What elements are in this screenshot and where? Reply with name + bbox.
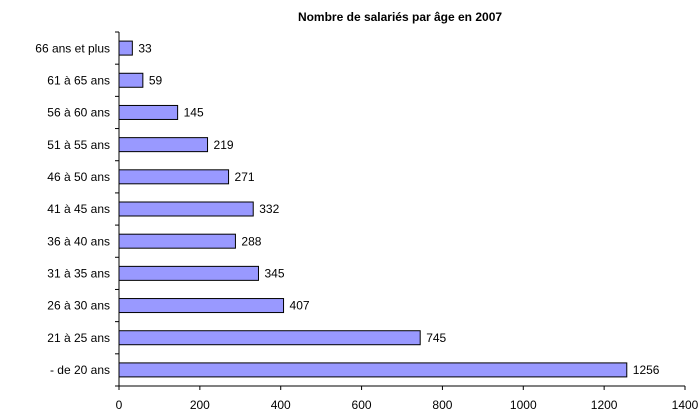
bar <box>118 40 133 56</box>
bar <box>118 72 144 88</box>
value-label: 59 <box>149 73 163 87</box>
bar <box>118 330 421 346</box>
y-tick-label: 36 à 40 ans <box>47 234 110 248</box>
value-label: 332 <box>259 202 279 216</box>
x-tick-label: 600 <box>352 398 372 412</box>
bar <box>118 265 259 281</box>
bar <box>118 104 179 120</box>
y-tick-label: 51 à 55 ans <box>47 138 110 152</box>
value-label: 407 <box>290 299 310 313</box>
bar <box>118 233 236 249</box>
x-tick-label: 1000 <box>510 398 537 412</box>
bar <box>118 298 285 314</box>
y-tick-label: 31 à 35 ans <box>47 267 110 281</box>
y-tick-label: 41 à 45 ans <box>47 202 110 216</box>
value-label: 1256 <box>633 363 660 377</box>
value-label: 33 <box>138 41 152 55</box>
value-label: 219 <box>214 138 234 152</box>
x-tick-label: 400 <box>271 398 291 412</box>
y-tick-label: 56 à 60 ans <box>47 106 110 120</box>
bar <box>118 169 230 185</box>
y-tick-label: 46 à 50 ans <box>47 170 110 184</box>
y-tick-label: 61 à 65 ans <box>47 73 110 87</box>
bar <box>118 362 628 378</box>
value-label: 145 <box>184 106 204 120</box>
value-label: 745 <box>426 331 446 345</box>
value-label: 288 <box>241 234 261 248</box>
value-label: 345 <box>264 267 284 281</box>
x-tick-label: 0 <box>116 398 123 412</box>
x-tick-label: 1400 <box>672 398 699 412</box>
y-tick-label: 66 ans et plus <box>35 41 110 55</box>
y-tick-label: - de 20 ans <box>50 363 110 377</box>
chart-title: Nombre de salariés par âge en 2007 <box>298 10 502 24</box>
x-tick-label: 800 <box>432 398 452 412</box>
bar <box>118 201 254 217</box>
bar <box>118 137 209 153</box>
x-tick-label: 1200 <box>591 398 618 412</box>
y-tick-label: 26 à 30 ans <box>47 299 110 313</box>
value-label: 271 <box>235 170 255 184</box>
y-tick-label: 21 à 25 ans <box>47 331 110 345</box>
x-tick-label: 200 <box>190 398 210 412</box>
